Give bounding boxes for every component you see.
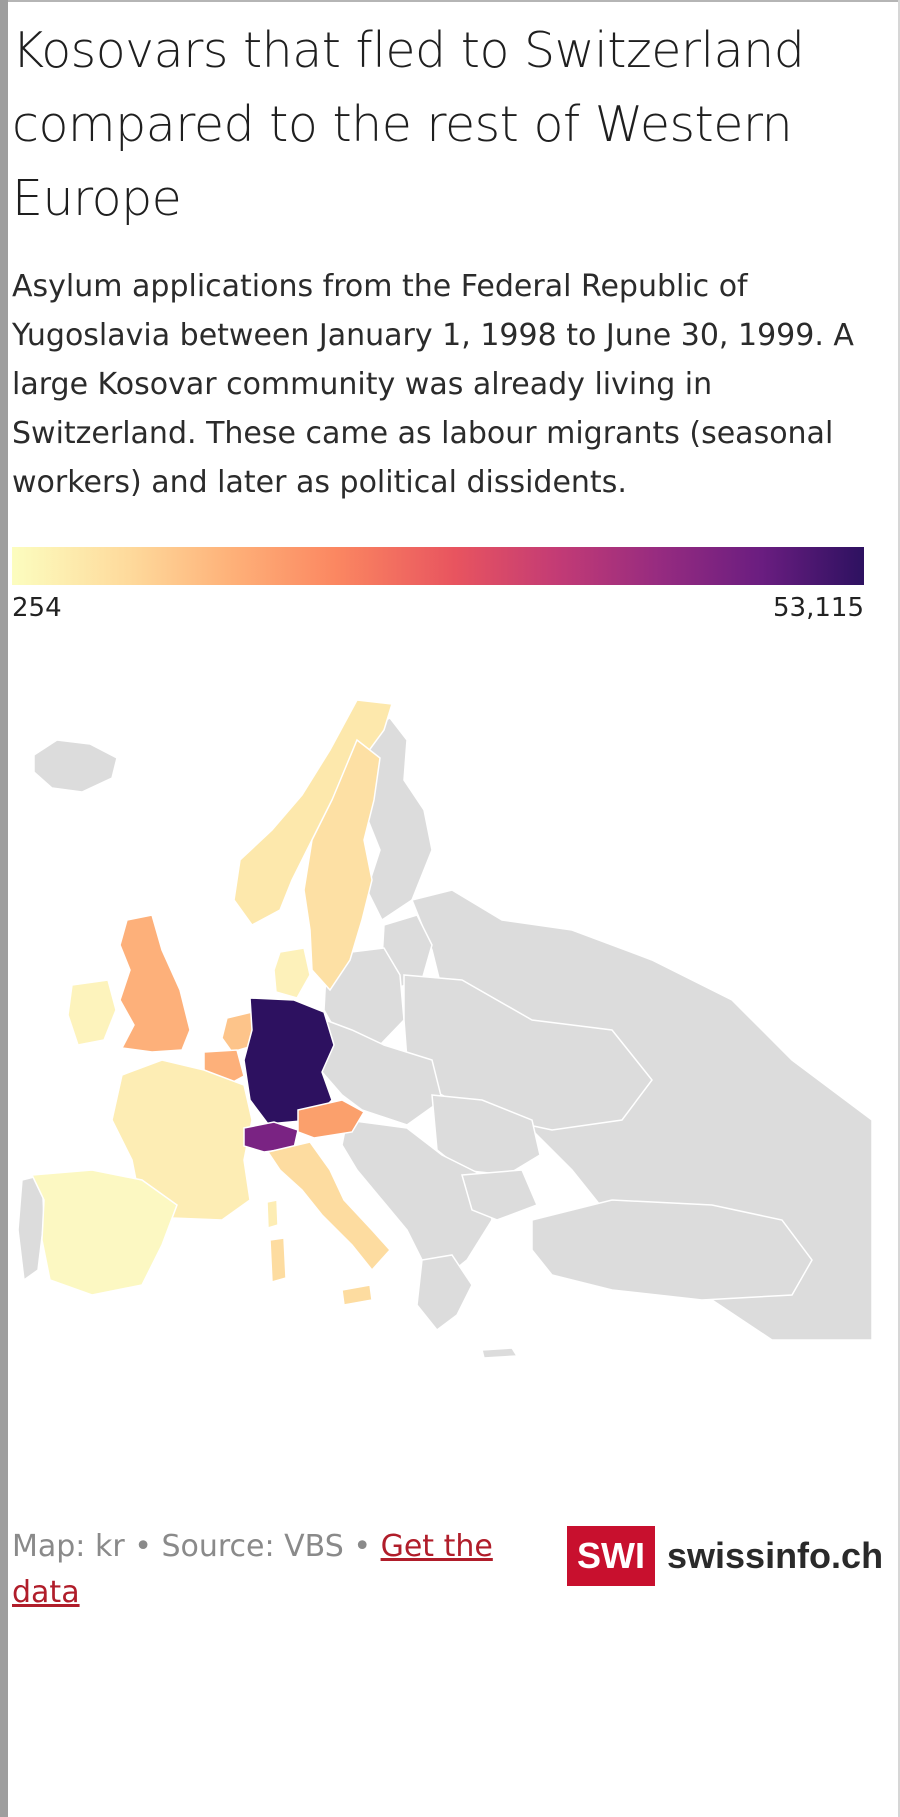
country-greece xyxy=(416,1254,473,1332)
no-data-countries xyxy=(17,717,873,1359)
country-italy[interactable] xyxy=(266,1141,392,1272)
map-svg xyxy=(17,700,873,1359)
map-credit: Map: kr xyxy=(12,1529,125,1564)
country-ireland[interactable] xyxy=(67,979,117,1046)
map-title: Kosovars that fled to Switzerland compar… xyxy=(12,22,805,227)
credits-line: Map: kr • Source: VBS • Get the data xyxy=(12,1524,542,1616)
legend-max-label: 53,115 xyxy=(773,593,864,623)
legend-labels: 254 53,115 xyxy=(12,593,864,623)
country-czech-slovakia-hungary xyxy=(319,1016,443,1126)
country-denmark[interactable] xyxy=(273,947,311,999)
swissinfo-logo[interactable]: SWI swissinfo.ch xyxy=(567,1526,883,1586)
country-finland xyxy=(363,717,433,922)
data-countries xyxy=(30,700,393,1306)
separator-dot: • xyxy=(134,1529,152,1564)
country-austria[interactable] xyxy=(297,1099,366,1139)
frame-right-border xyxy=(898,0,900,1817)
legend-gradient-bar xyxy=(12,547,864,585)
country-bulgaria xyxy=(461,1169,538,1221)
header-block: Kosovars that fled to Switzerland compar… xyxy=(12,0,872,623)
swissinfo-logo-text: swissinfo.ch xyxy=(667,1535,884,1576)
swi-logo-box: SWI xyxy=(567,1526,655,1586)
country-turkey xyxy=(531,1199,813,1301)
map-subtitle: Asylum applications from the Federal Rep… xyxy=(12,269,854,500)
country-iceland xyxy=(33,739,118,793)
country-spain[interactable] xyxy=(30,1169,178,1296)
country-sweden[interactable] xyxy=(303,738,381,992)
country-poland xyxy=(323,947,405,1046)
country-romania-moldova xyxy=(431,1094,541,1176)
frame-left-border xyxy=(0,0,8,1817)
legend-min-label: 254 xyxy=(12,593,62,623)
separator-dot: • xyxy=(353,1529,372,1564)
country-sicily[interactable] xyxy=(341,1284,373,1306)
country-france[interactable] xyxy=(111,1059,253,1221)
country-crete xyxy=(481,1347,519,1359)
country-united-kingdom[interactable] xyxy=(119,914,191,1053)
country-sardinia[interactable] xyxy=(269,1237,287,1283)
europe-map xyxy=(12,700,892,1460)
get-the-data-link[interactable]: Get the data xyxy=(12,1529,493,1610)
country-netherlands[interactable] xyxy=(221,1011,257,1053)
country-corsica[interactable] xyxy=(266,1199,279,1229)
source-credit: Source: VBS xyxy=(161,1529,344,1564)
color-legend: 254 53,115 xyxy=(12,547,864,623)
frame-top-border xyxy=(0,0,900,2)
